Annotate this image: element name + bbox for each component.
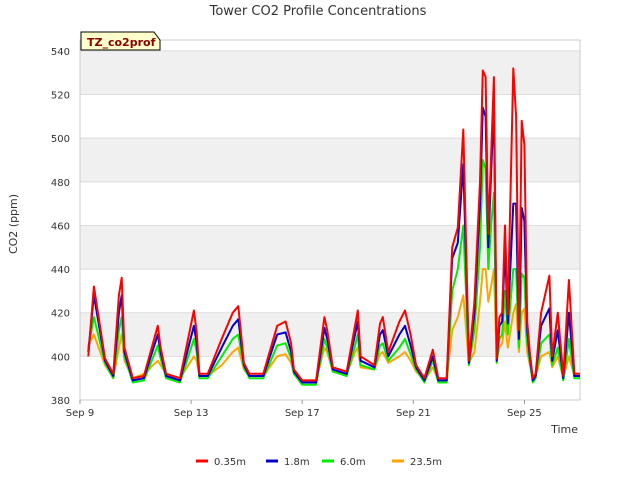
plot-area-frame (79, 39, 581, 401)
legend: 0.35m 1.8m 6.0m 23.5m (196, 457, 442, 468)
x-tick-label: Sep 21 (396, 408, 431, 419)
series-lines (87, 67, 580, 386)
y-tick-label: 380 (51, 396, 70, 407)
y-tick-label: 520 (51, 91, 70, 102)
x-tick-label: Sep 17 (285, 408, 320, 419)
legend-label-23.5m: 23.5m (410, 457, 442, 468)
x-tick-label: Sep 25 (507, 408, 542, 419)
x-axis-label: Time (550, 423, 578, 436)
y-tick-label: 500 (51, 134, 70, 145)
background-band (80, 50, 580, 95)
background-band (80, 138, 580, 182)
chart-title: Tower CO2 Profile Concentrations (209, 4, 427, 19)
legend-label-0.35m: 0.35m (214, 457, 246, 468)
x-axis-ticks: Sep 9 Sep 13 Sep 17 Sep 21 Sep 25 (66, 400, 542, 419)
legend-label-1.8m: 1.8m (284, 457, 310, 468)
y-tick-label: 480 (51, 178, 70, 189)
site-badge-box (80, 31, 161, 51)
series-line-23.5m (87, 268, 580, 382)
y-tick-label: 420 (51, 309, 70, 320)
plot-background-bands (80, 50, 580, 357)
legend-label-6.0m: 6.0m (340, 457, 366, 468)
y-tick-label: 460 (51, 221, 70, 232)
y-axis-label: CO2 (ppm) (7, 194, 20, 254)
x-tick-label: Sep 9 (66, 408, 94, 419)
x-tick-label: Sep 13 (174, 408, 209, 419)
y-tick-label: 540 (51, 47, 70, 58)
y-axis-ticks: 380 400 420 440 460 480 500 520 540 (51, 47, 70, 407)
series-line-0.35m (87, 67, 580, 382)
y-tick-label: 400 (51, 352, 70, 363)
y-tick-label: 440 (51, 265, 70, 276)
site-badge-label: TZ_co2prof (87, 36, 156, 49)
site-badge: TZ_co2prof (80, 31, 161, 51)
